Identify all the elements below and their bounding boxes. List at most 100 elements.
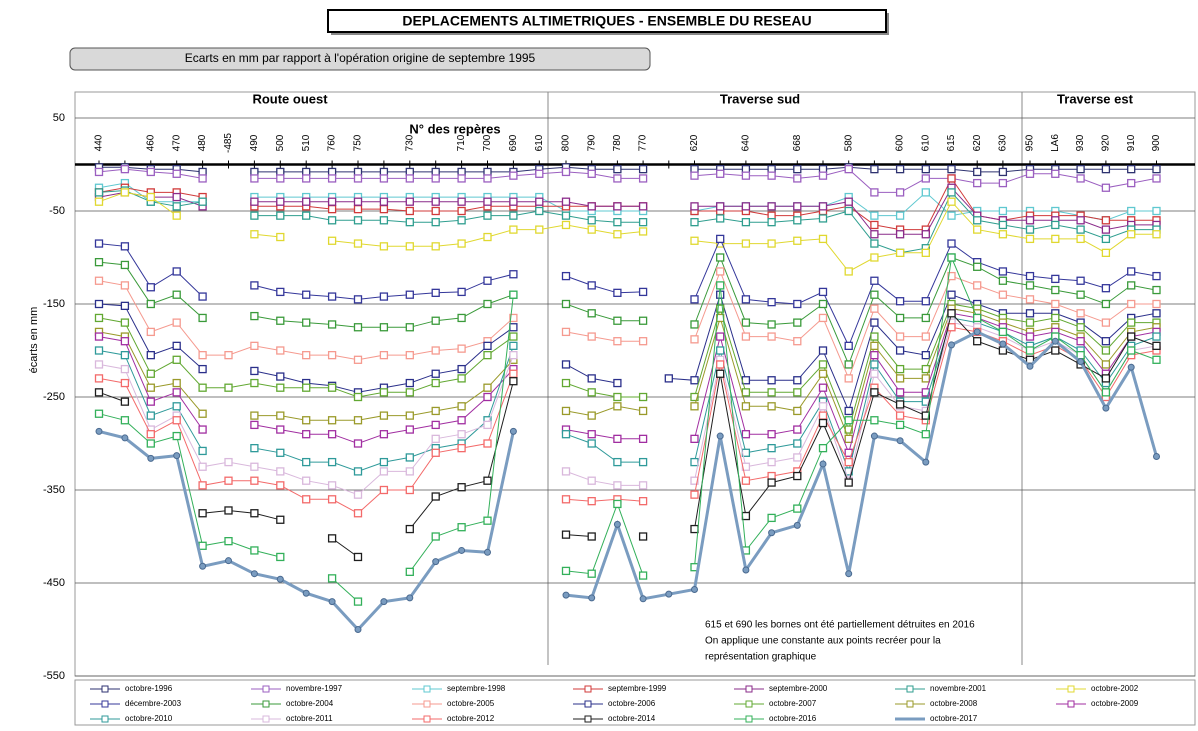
point [1051, 313, 1060, 323]
point [172, 202, 181, 211]
point [431, 532, 440, 541]
legend-label: octobre-2014 [608, 714, 656, 723]
x-tick-label: 615 [946, 134, 957, 151]
point [767, 218, 776, 227]
point [921, 332, 930, 341]
point [716, 432, 724, 440]
y-tick-label: 50 [53, 112, 65, 124]
point [818, 402, 828, 411]
point [198, 383, 207, 392]
point [922, 458, 930, 466]
point [1101, 388, 1111, 397]
point [690, 202, 699, 211]
point [1101, 374, 1111, 383]
point [94, 374, 104, 383]
x-tick-label: 800 [561, 134, 572, 151]
point [844, 267, 853, 276]
point [1101, 216, 1111, 225]
point [561, 378, 571, 388]
point [198, 462, 207, 471]
point [613, 230, 622, 239]
point [353, 204, 363, 214]
point [353, 490, 363, 499]
point [276, 232, 285, 242]
point [1025, 309, 1035, 318]
point [638, 571, 648, 580]
point [1051, 234, 1060, 244]
point [327, 457, 337, 467]
point [379, 174, 389, 183]
point [613, 481, 622, 490]
point [793, 318, 802, 327]
point [276, 316, 285, 325]
point [535, 206, 544, 216]
point [947, 197, 956, 206]
legend-label: décembre-2003 [125, 699, 182, 708]
point [172, 192, 181, 202]
point [793, 236, 802, 245]
point [1101, 248, 1111, 258]
point [146, 299, 155, 309]
point [1127, 281, 1136, 290]
point [818, 299, 828, 309]
point [94, 388, 104, 397]
point [767, 443, 776, 453]
point [224, 383, 233, 392]
point [146, 439, 155, 448]
point [172, 431, 181, 441]
point [561, 430, 571, 439]
point [767, 332, 776, 341]
point [198, 409, 207, 418]
point [767, 430, 776, 439]
point [172, 290, 181, 299]
point [327, 292, 337, 301]
point [1025, 346, 1035, 355]
point [613, 402, 622, 411]
point [458, 546, 466, 554]
legend-label: octobre-2011 [286, 714, 333, 723]
point [327, 430, 337, 439]
point [198, 541, 207, 550]
point [947, 271, 956, 281]
point [198, 509, 207, 518]
legend-marker [262, 685, 270, 693]
point [198, 425, 207, 434]
point [172, 355, 181, 364]
point [793, 216, 802, 225]
point [716, 253, 725, 262]
point [431, 242, 440, 251]
point [1051, 337, 1059, 345]
point [1076, 350, 1085, 360]
point [561, 299, 571, 309]
point [844, 341, 853, 351]
point [1076, 216, 1085, 225]
point [998, 220, 1008, 230]
point [793, 299, 802, 309]
point [742, 566, 750, 574]
x-tick-label: LA6 [1050, 134, 1061, 152]
point [895, 400, 905, 409]
point [895, 211, 905, 220]
point [613, 164, 622, 174]
point [121, 434, 129, 442]
point [224, 506, 233, 515]
point [535, 197, 544, 206]
point [690, 490, 699, 499]
point [327, 481, 337, 490]
point [870, 164, 879, 174]
point [870, 276, 879, 285]
legend-marker [423, 715, 431, 723]
point [1153, 453, 1160, 461]
point [94, 299, 104, 309]
point [327, 495, 337, 504]
point [870, 432, 878, 440]
point [1101, 360, 1111, 369]
point [327, 383, 337, 392]
point [457, 416, 466, 425]
point [921, 174, 930, 183]
point [818, 411, 828, 420]
point [1025, 169, 1035, 178]
point [225, 557, 232, 565]
y-tick-label: -350 [43, 484, 65, 496]
